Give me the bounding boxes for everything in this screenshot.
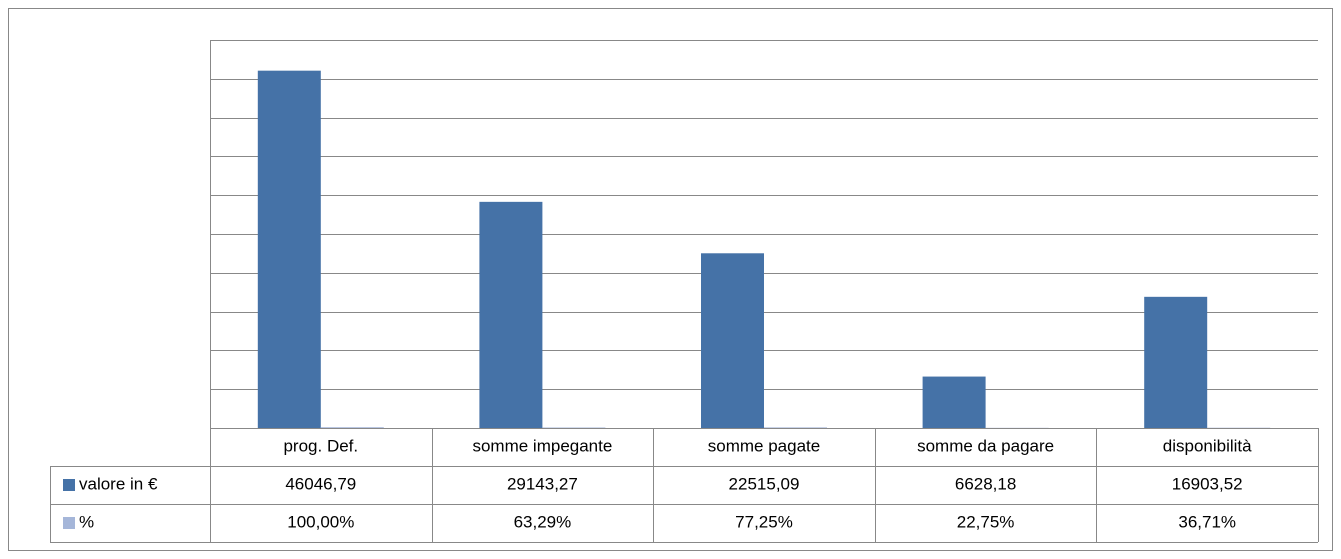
bar <box>1144 296 1208 428</box>
x-tick-label: somme impegante <box>472 436 612 455</box>
data-label: 22,75% <box>957 512 1015 531</box>
data-label: 100,00% <box>287 512 354 531</box>
bar <box>701 253 764 428</box>
data-label: 46046,79 <box>285 474 356 493</box>
x-tick-label: somme da pagare <box>917 436 1054 455</box>
data-label: 36,71% <box>1178 512 1236 531</box>
bar <box>764 427 827 428</box>
legend-label: % <box>79 512 94 531</box>
data-label: 22515,09 <box>729 474 800 493</box>
data-label: 16903,52 <box>1172 474 1243 493</box>
data-label: 29143,27 <box>507 474 578 493</box>
chart-border <box>8 8 1333 551</box>
legend-label: valore in € <box>79 474 158 493</box>
legend-key <box>63 517 75 529</box>
legend-key <box>63 479 75 491</box>
bar <box>922 376 986 428</box>
bar <box>320 427 384 428</box>
data-label: 63,29% <box>514 512 572 531</box>
data-label: 6628,18 <box>955 474 1016 493</box>
x-tick-label: disponibilità <box>1163 436 1252 455</box>
data-label: 77,25% <box>735 512 793 531</box>
bar <box>257 70 321 428</box>
bar <box>479 201 543 428</box>
x-tick-label: prog. Def. <box>283 436 358 455</box>
x-tick-label: somme pagate <box>708 436 820 455</box>
